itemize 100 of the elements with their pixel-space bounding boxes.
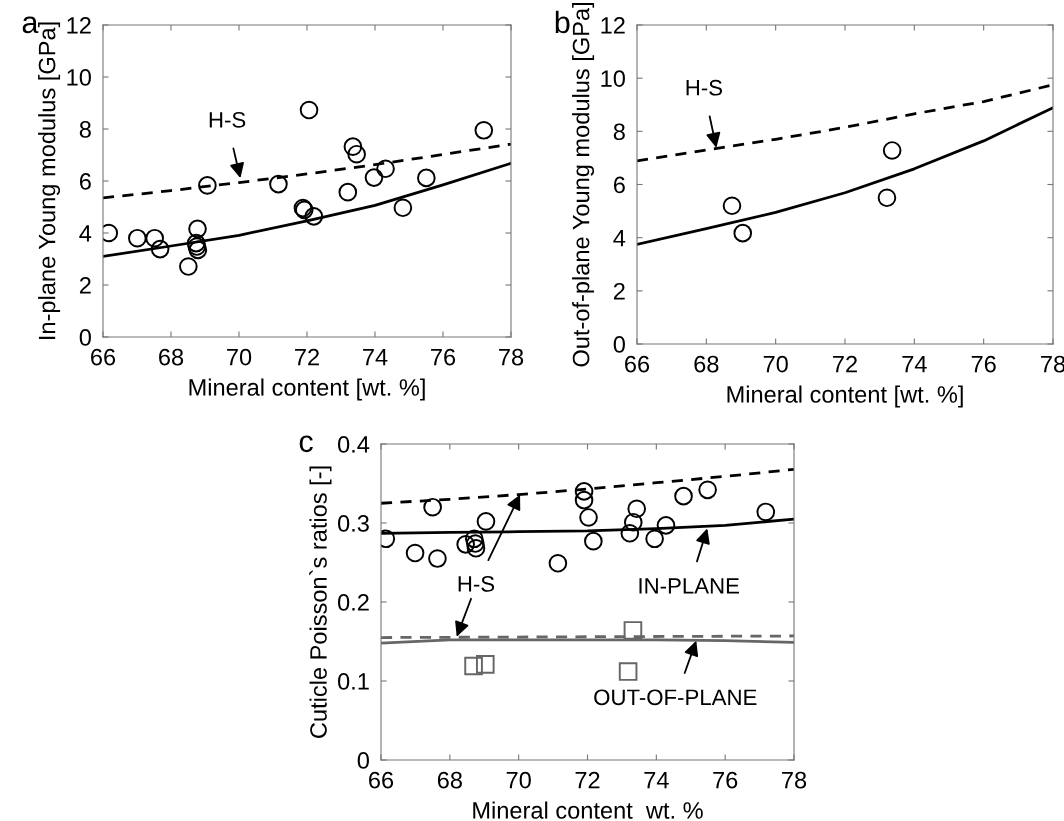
point bbox=[188, 219, 207, 239]
point bbox=[674, 486, 693, 506]
x-tick-label: 70 bbox=[227, 348, 252, 366]
point bbox=[338, 182, 358, 202]
point bbox=[722, 196, 742, 216]
x-tick-label: 68 bbox=[437, 771, 462, 789]
y-tick-label: 12 bbox=[67, 17, 91, 34]
x-tick-label: 72 bbox=[833, 355, 857, 373]
x-tick-label: 76 bbox=[713, 771, 738, 789]
y-tick-label: 0 bbox=[79, 329, 91, 346]
point bbox=[464, 529, 484, 549]
point bbox=[574, 490, 594, 510]
point bbox=[620, 523, 640, 543]
y-tick-label: 8 bbox=[613, 123, 625, 141]
point bbox=[466, 538, 486, 558]
point bbox=[645, 529, 664, 549]
x-tick-label: 76 bbox=[431, 348, 456, 366]
x-tick-label: 78 bbox=[782, 771, 807, 789]
x-tick-label: 70 bbox=[763, 355, 788, 373]
y-tick-label: 10 bbox=[67, 69, 91, 86]
point bbox=[428, 549, 447, 568]
point bbox=[882, 141, 902, 160]
point bbox=[877, 188, 897, 208]
x-tick-label: 70 bbox=[506, 771, 531, 789]
point bbox=[393, 198, 413, 218]
point bbox=[733, 223, 753, 243]
x-tick-label: 74 bbox=[902, 355, 927, 373]
point bbox=[584, 531, 603, 551]
x-tick-label: 72 bbox=[575, 771, 600, 789]
point bbox=[299, 100, 319, 120]
point bbox=[456, 535, 475, 554]
point bbox=[618, 662, 638, 681]
point bbox=[574, 482, 594, 501]
y-tick-label: 0.3 bbox=[337, 515, 369, 532]
y-tick-label: 6 bbox=[79, 173, 91, 190]
annotation: H-S bbox=[458, 576, 495, 592]
point bbox=[476, 512, 496, 531]
point bbox=[376, 159, 395, 179]
y-axis-title: Cuticle Poisson`s ratios [-] bbox=[309, 466, 332, 738]
x-tick-label: 74 bbox=[363, 348, 388, 366]
line-series bbox=[637, 106, 1053, 246]
chart-title: c bbox=[299, 435, 313, 453]
x-tick-label: 76 bbox=[971, 355, 996, 373]
point bbox=[423, 497, 442, 517]
y-tick-label: 2 bbox=[79, 277, 91, 294]
line-series bbox=[103, 142, 511, 200]
chart-title: b bbox=[555, 10, 570, 34]
y-tick-label: 0 bbox=[613, 336, 625, 353]
point bbox=[548, 553, 568, 573]
chart-title: a bbox=[22, 16, 39, 34]
y-axis-title: Out-of-plane Young modulus [GPa] bbox=[572, 3, 595, 367]
y-tick-label: 2 bbox=[613, 282, 625, 300]
point bbox=[405, 543, 425, 563]
point bbox=[656, 516, 676, 535]
point bbox=[188, 240, 208, 260]
point bbox=[347, 144, 366, 164]
point bbox=[343, 137, 363, 156]
point bbox=[474, 121, 494, 140]
y-tick-label: 4 bbox=[79, 225, 92, 242]
x-tick-label: 66 bbox=[369, 771, 394, 789]
x-tick-label: 66 bbox=[625, 355, 650, 373]
y-tick-label: 0.1 bbox=[337, 673, 369, 690]
annotation: OUT-OF-PLANE bbox=[594, 689, 757, 706]
x-tick-label: 68 bbox=[694, 355, 719, 373]
point bbox=[698, 480, 717, 500]
y-tick-label: 0.2 bbox=[337, 594, 369, 611]
x-axis-title: Mineral content [wt. %] bbox=[189, 378, 425, 401]
annotation: IN-PLANE bbox=[639, 578, 739, 594]
y-tick-label: 4 bbox=[613, 229, 626, 247]
point bbox=[304, 207, 324, 226]
x-axis-title: Mineral content [wt. %] bbox=[727, 385, 963, 408]
point bbox=[417, 168, 436, 188]
point bbox=[756, 502, 776, 522]
x-axis-title: Mineral content wt. % bbox=[473, 801, 703, 819]
point bbox=[466, 534, 485, 553]
y-axis-title: In-plane Young modulus [GPa] bbox=[38, 22, 61, 339]
point bbox=[475, 655, 495, 674]
point bbox=[179, 257, 198, 276]
y-tick-label: 8 bbox=[79, 121, 91, 138]
point bbox=[627, 499, 647, 519]
x-tick-label: 66 bbox=[91, 348, 116, 366]
x-tick-label: 78 bbox=[499, 348, 524, 366]
point bbox=[145, 228, 164, 248]
x-tick-label: 72 bbox=[295, 348, 319, 366]
line-series bbox=[103, 161, 511, 258]
point bbox=[198, 176, 217, 195]
point bbox=[364, 168, 384, 187]
point bbox=[128, 228, 147, 248]
point bbox=[464, 656, 483, 676]
x-tick-label: 74 bbox=[644, 771, 669, 789]
point bbox=[623, 621, 643, 640]
x-tick-label: 68 bbox=[159, 348, 184, 366]
y-tick-label: 12 bbox=[601, 17, 625, 34]
annotation: H-S bbox=[686, 79, 723, 96]
y-tick-label: 10 bbox=[601, 70, 625, 87]
point bbox=[579, 508, 598, 527]
y-tick-label: 6 bbox=[613, 176, 625, 194]
y-tick-label: 0.4 bbox=[337, 436, 370, 453]
annotation: H-S bbox=[209, 111, 246, 128]
y-tick-label: 0 bbox=[357, 752, 369, 769]
